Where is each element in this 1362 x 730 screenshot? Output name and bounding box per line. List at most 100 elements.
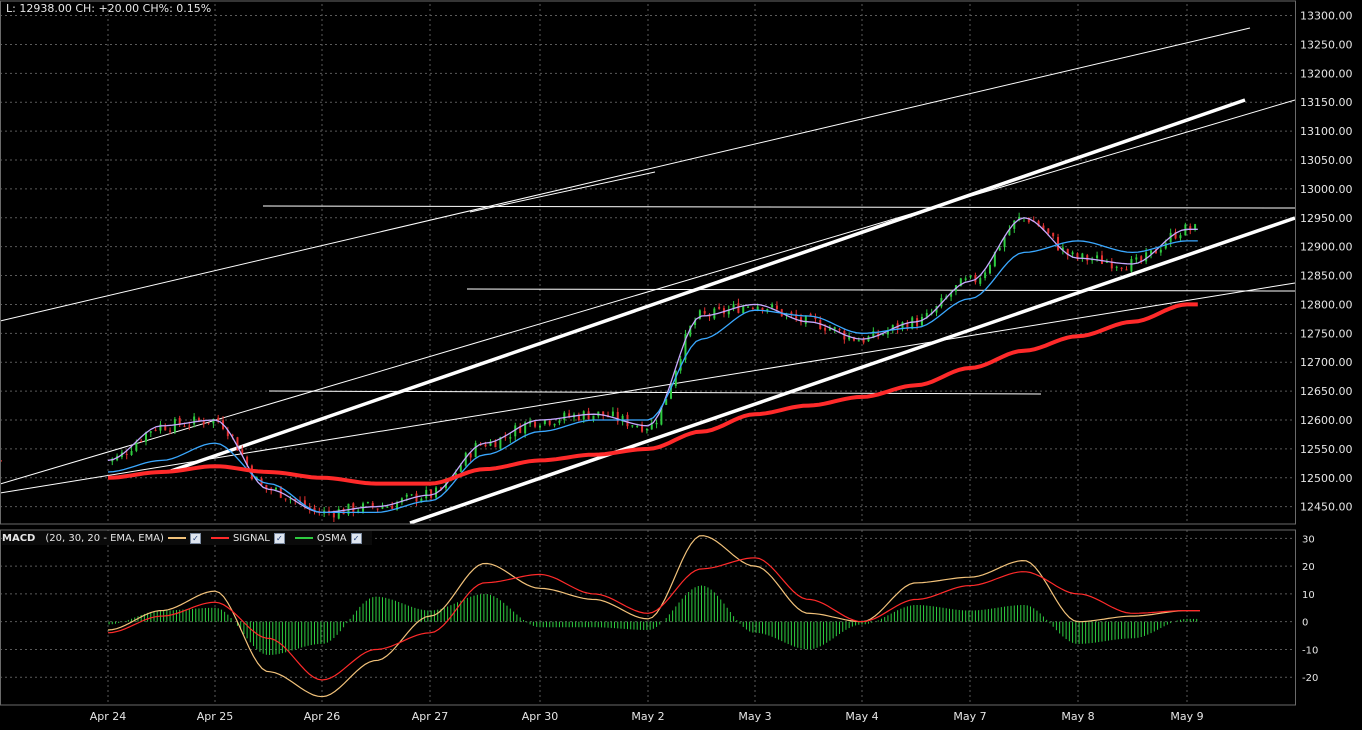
osma-legend-label: OSMA (316, 532, 347, 544)
price-tick-label: 12700.00 (1300, 356, 1353, 369)
candle-body (509, 437, 512, 439)
candle-body (1057, 237, 1060, 251)
candle-body (154, 429, 157, 431)
macd-line[interactable] (107, 535, 1200, 698)
candle-body (698, 310, 701, 319)
candle-body (790, 312, 793, 315)
candle-body (872, 331, 875, 338)
candle-body (1130, 259, 1133, 272)
macd-tick-label: -20 (1302, 673, 1318, 684)
candle-body (519, 426, 522, 433)
candle-body (494, 441, 497, 448)
candle-body (410, 494, 413, 496)
candle-body (420, 498, 423, 503)
candle-body (294, 498, 297, 501)
candle-body (347, 503, 350, 515)
macd-legend: MACD (20, 30, 20 - EMA, EMA) ✓ SIGNAL ✓ … (2, 531, 372, 545)
candle-body (1081, 253, 1084, 259)
candle-body (135, 442, 138, 451)
candle-body (582, 411, 585, 420)
candle-body (440, 487, 442, 489)
candle-body (814, 316, 817, 319)
candle-body (1105, 261, 1108, 263)
candle-body (217, 417, 220, 422)
candle-body (313, 507, 316, 511)
candle-body (357, 510, 360, 512)
candle-body (670, 385, 673, 399)
candle-body (130, 451, 133, 455)
candle-body (197, 418, 200, 421)
osma-histogram (0, 585, 1198, 655)
candle-body (809, 313, 812, 316)
candle-body (499, 437, 502, 449)
trendline (409, 216, 1296, 525)
candle-body (1018, 216, 1021, 220)
candle-body (149, 431, 152, 433)
candle-body (1096, 255, 1099, 259)
candle-body (425, 489, 428, 499)
time-tick-label: May 7 (953, 710, 986, 723)
candle-body (1189, 226, 1192, 231)
candle-body (328, 510, 331, 513)
candle-body (274, 487, 277, 490)
candle-body (761, 307, 764, 311)
ma-slow-red-line[interactable] (107, 302, 1198, 486)
candle-body (602, 411, 605, 416)
candle-body (1027, 218, 1030, 223)
time-tick-label: Apr 27 (412, 710, 449, 723)
price-tick-label: 13150.00 (1300, 96, 1353, 109)
macd-toggle-checkbox[interactable]: ✓ (189, 532, 201, 544)
candle-body (1150, 250, 1153, 254)
macd-lines[interactable] (107, 535, 1200, 698)
price-tick-label: 12650.00 (1300, 385, 1353, 398)
candle-body (159, 424, 162, 431)
candle-body (1174, 232, 1177, 239)
price-tick-label: 13000.00 (1300, 183, 1353, 196)
candle-body (188, 425, 191, 427)
candle-body (289, 498, 292, 500)
price-tick-label: 12500.00 (1300, 472, 1353, 485)
candle-body (534, 421, 537, 427)
candle-body (207, 422, 210, 424)
trendline (0, 27, 1251, 322)
price-tick-label: 12900.00 (1300, 241, 1353, 254)
price-tick-label: 12850.00 (1300, 270, 1353, 283)
candle-body (202, 420, 205, 425)
candle-body (1159, 249, 1162, 253)
candle-body (469, 453, 472, 458)
ma-fast-blue-line[interactable] (107, 240, 1198, 514)
candle-body (906, 322, 909, 330)
candle-body (1179, 235, 1182, 239)
macd-grid (0, 530, 1295, 705)
candle-body (558, 420, 561, 423)
candle-body (611, 411, 614, 417)
candle-body (504, 436, 507, 438)
signal-toggle-checkbox[interactable]: ✓ (273, 532, 285, 544)
candle-body (950, 292, 953, 297)
candle-body (641, 424, 644, 432)
candle-body (1076, 253, 1079, 259)
candle-body (1042, 225, 1045, 231)
candle-body (1125, 269, 1128, 271)
candle-body (857, 340, 860, 342)
signal-line[interactable] (107, 557, 1200, 681)
ma-fast-purple-line[interactable] (107, 217, 1198, 514)
candle-body (241, 449, 244, 456)
candle-body (332, 512, 335, 518)
candle-body (1115, 266, 1118, 268)
price-tick-label: 13050.00 (1300, 154, 1353, 167)
candle-body (548, 420, 551, 425)
candle-body (862, 338, 865, 343)
candle-body (891, 324, 894, 331)
moving-averages[interactable] (107, 217, 1198, 514)
price-tick-label: 12600.00 (1300, 414, 1353, 427)
price-tick-label: 12950.00 (1300, 212, 1353, 225)
macd-tick-label: -10 (1302, 645, 1318, 656)
osma-toggle-checkbox[interactable]: ✓ (350, 532, 362, 544)
trendline (268, 390, 1042, 395)
candle-body (459, 465, 462, 472)
candle-body (833, 327, 836, 330)
candle-body (727, 309, 730, 315)
candle-body (125, 454, 128, 456)
candle-body (183, 425, 186, 427)
